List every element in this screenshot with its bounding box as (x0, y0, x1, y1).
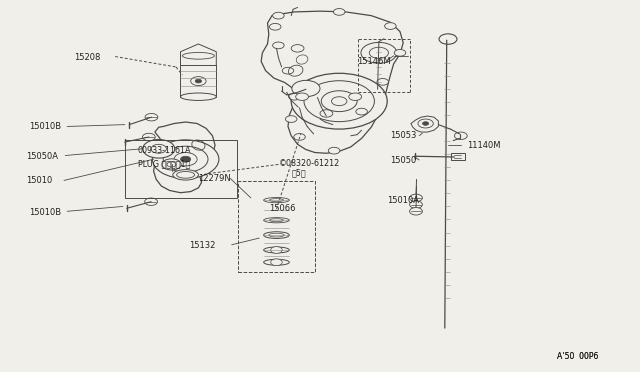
Circle shape (439, 34, 457, 44)
Circle shape (291, 73, 387, 129)
Ellipse shape (264, 247, 289, 253)
Circle shape (292, 80, 320, 97)
Circle shape (271, 247, 282, 253)
Text: 15010: 15010 (26, 176, 52, 185)
Text: 15010B: 15010B (29, 122, 61, 131)
Circle shape (377, 78, 388, 85)
Bar (125, 140, 237, 198)
Circle shape (328, 147, 340, 154)
Text: ©08320-61212: ©08320-61212 (278, 159, 340, 168)
Text: 00933-1161A: 00933-1161A (138, 146, 191, 155)
Bar (451, 153, 465, 160)
Circle shape (454, 132, 467, 140)
Ellipse shape (173, 170, 198, 180)
Circle shape (385, 23, 396, 29)
Circle shape (418, 119, 433, 128)
Circle shape (361, 42, 397, 63)
Text: 15066: 15066 (269, 204, 295, 213)
Circle shape (162, 159, 181, 170)
Text: 15010B: 15010B (29, 208, 61, 217)
Polygon shape (261, 11, 403, 153)
Text: 15132: 15132 (189, 241, 215, 250)
Circle shape (356, 108, 367, 115)
Text: 15146M: 15146M (357, 57, 391, 66)
Text: 15053: 15053 (390, 131, 417, 140)
Circle shape (282, 67, 294, 74)
Bar (180, 65, 216, 97)
Circle shape (145, 113, 158, 121)
Circle shape (273, 42, 284, 49)
Circle shape (394, 49, 406, 56)
Text: A’50  00P6: A’50 00P6 (557, 352, 598, 361)
Circle shape (143, 133, 156, 141)
Circle shape (289, 93, 300, 100)
Circle shape (180, 156, 191, 162)
Circle shape (291, 45, 304, 52)
Text: 15208: 15208 (74, 53, 100, 62)
Circle shape (410, 208, 422, 215)
Text: 12279N: 12279N (198, 174, 231, 183)
Circle shape (195, 79, 202, 83)
Circle shape (271, 259, 282, 266)
Text: （5）: （5） (291, 169, 306, 177)
Ellipse shape (264, 198, 289, 203)
Circle shape (273, 12, 284, 19)
Bar (238, 181, 315, 272)
Text: 11140M: 11140M (467, 141, 500, 150)
Circle shape (332, 97, 347, 106)
Ellipse shape (180, 93, 216, 100)
Circle shape (410, 194, 422, 202)
Circle shape (152, 140, 219, 179)
Ellipse shape (264, 218, 289, 223)
Polygon shape (154, 122, 215, 193)
Circle shape (349, 93, 362, 100)
Circle shape (410, 201, 422, 208)
Ellipse shape (264, 232, 289, 238)
Text: PLUG プラグ（1）: PLUG プラグ（1） (138, 159, 190, 168)
Text: A’50  00P6: A’50 00P6 (557, 352, 598, 361)
Text: 15010A: 15010A (387, 196, 419, 205)
Circle shape (143, 140, 175, 158)
Polygon shape (411, 116, 438, 132)
Circle shape (294, 134, 305, 140)
Circle shape (320, 110, 333, 117)
Text: 15050A: 15050A (26, 152, 58, 161)
Circle shape (285, 116, 297, 122)
Text: 15050: 15050 (390, 156, 417, 165)
Circle shape (269, 23, 281, 30)
Circle shape (296, 93, 308, 100)
Ellipse shape (264, 259, 289, 265)
Polygon shape (180, 44, 216, 75)
Circle shape (145, 198, 157, 205)
Circle shape (422, 122, 429, 125)
Circle shape (333, 9, 345, 15)
